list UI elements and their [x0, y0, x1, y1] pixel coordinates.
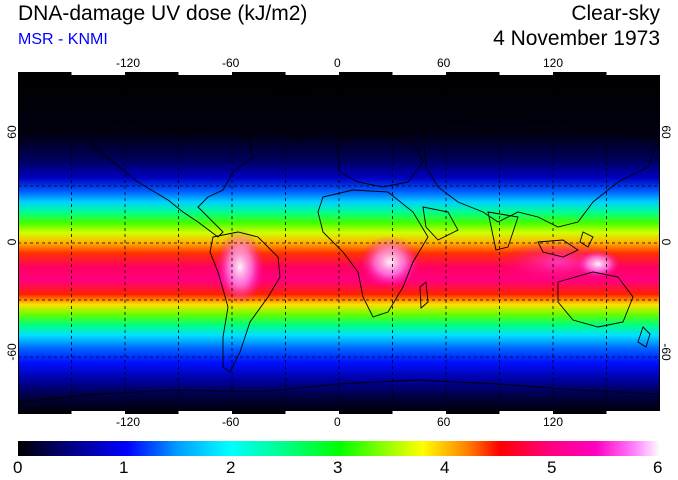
new-zealand-coast [637, 326, 651, 348]
lon-tick-bottom-120: 120 [543, 415, 564, 429]
lat-tick-left-m60: -60 [5, 343, 19, 361]
lat-tick-left-0: 0 [5, 238, 19, 246]
south-america-hotspot [216, 229, 264, 305]
lat-tick-right-60: 60 [659, 125, 673, 139]
lon-tick-bottom-0: 0 [334, 415, 341, 429]
lon-tick-bottom-m120: -120 [116, 415, 141, 429]
colorbar-label-0: 0 [13, 458, 23, 477]
lon-tick-top-60: 60 [437, 56, 451, 70]
lon-tick-bottom-60: 60 [437, 415, 451, 429]
lat-tick-right-0: 0 [659, 238, 673, 246]
australia-coast [557, 271, 634, 328]
south-america-coast [209, 231, 281, 373]
indonesia-coast [537, 239, 579, 258]
madagascar-coast [419, 281, 429, 309]
lon-tick-top-m60: -60 [222, 56, 240, 70]
lon-tick-top-0: 0 [334, 56, 341, 70]
colorbar-gradient [18, 441, 660, 456]
colorbar-label-6: 6 [653, 458, 663, 477]
asia-coast [422, 116, 659, 228]
frame-ticks [71, 72, 660, 414]
lon-tick-bottom-m60: -60 [222, 415, 240, 429]
graticule [18, 72, 660, 414]
lat-tick-left-60: 60 [5, 125, 19, 139]
africa-hotspot [360, 236, 420, 288]
map-subtitle: MSR - KNMI [18, 31, 108, 48]
philippines-coast [579, 231, 594, 248]
greenland-coast [267, 91, 319, 143]
sky-condition-label: Clear-sky [571, 2, 660, 25]
colorbar [18, 441, 660, 456]
lat-tick-right-m60: -60 [659, 343, 673, 361]
colorbar-label-5: 5 [547, 458, 557, 477]
lon-tick-top-120: 120 [543, 56, 564, 70]
coastlines [18, 91, 660, 403]
colorbar-label-4: 4 [440, 458, 450, 477]
arabia-coast [422, 206, 459, 241]
europe-coast [335, 131, 424, 188]
australasia-hotspot [576, 250, 620, 278]
india-coast [487, 211, 519, 251]
map-title: DNA-damage UV dose (kJ/m2) [18, 2, 308, 25]
africa-coast [317, 189, 429, 318]
colorbar-label-3: 3 [333, 458, 343, 477]
uv-dose-world-map [18, 72, 660, 414]
map-date: 4 November 1973 [493, 27, 660, 50]
colorbar-label-1: 1 [119, 458, 129, 477]
colorbar-label-2: 2 [226, 458, 236, 477]
lon-tick-top-m120: -120 [116, 56, 141, 70]
